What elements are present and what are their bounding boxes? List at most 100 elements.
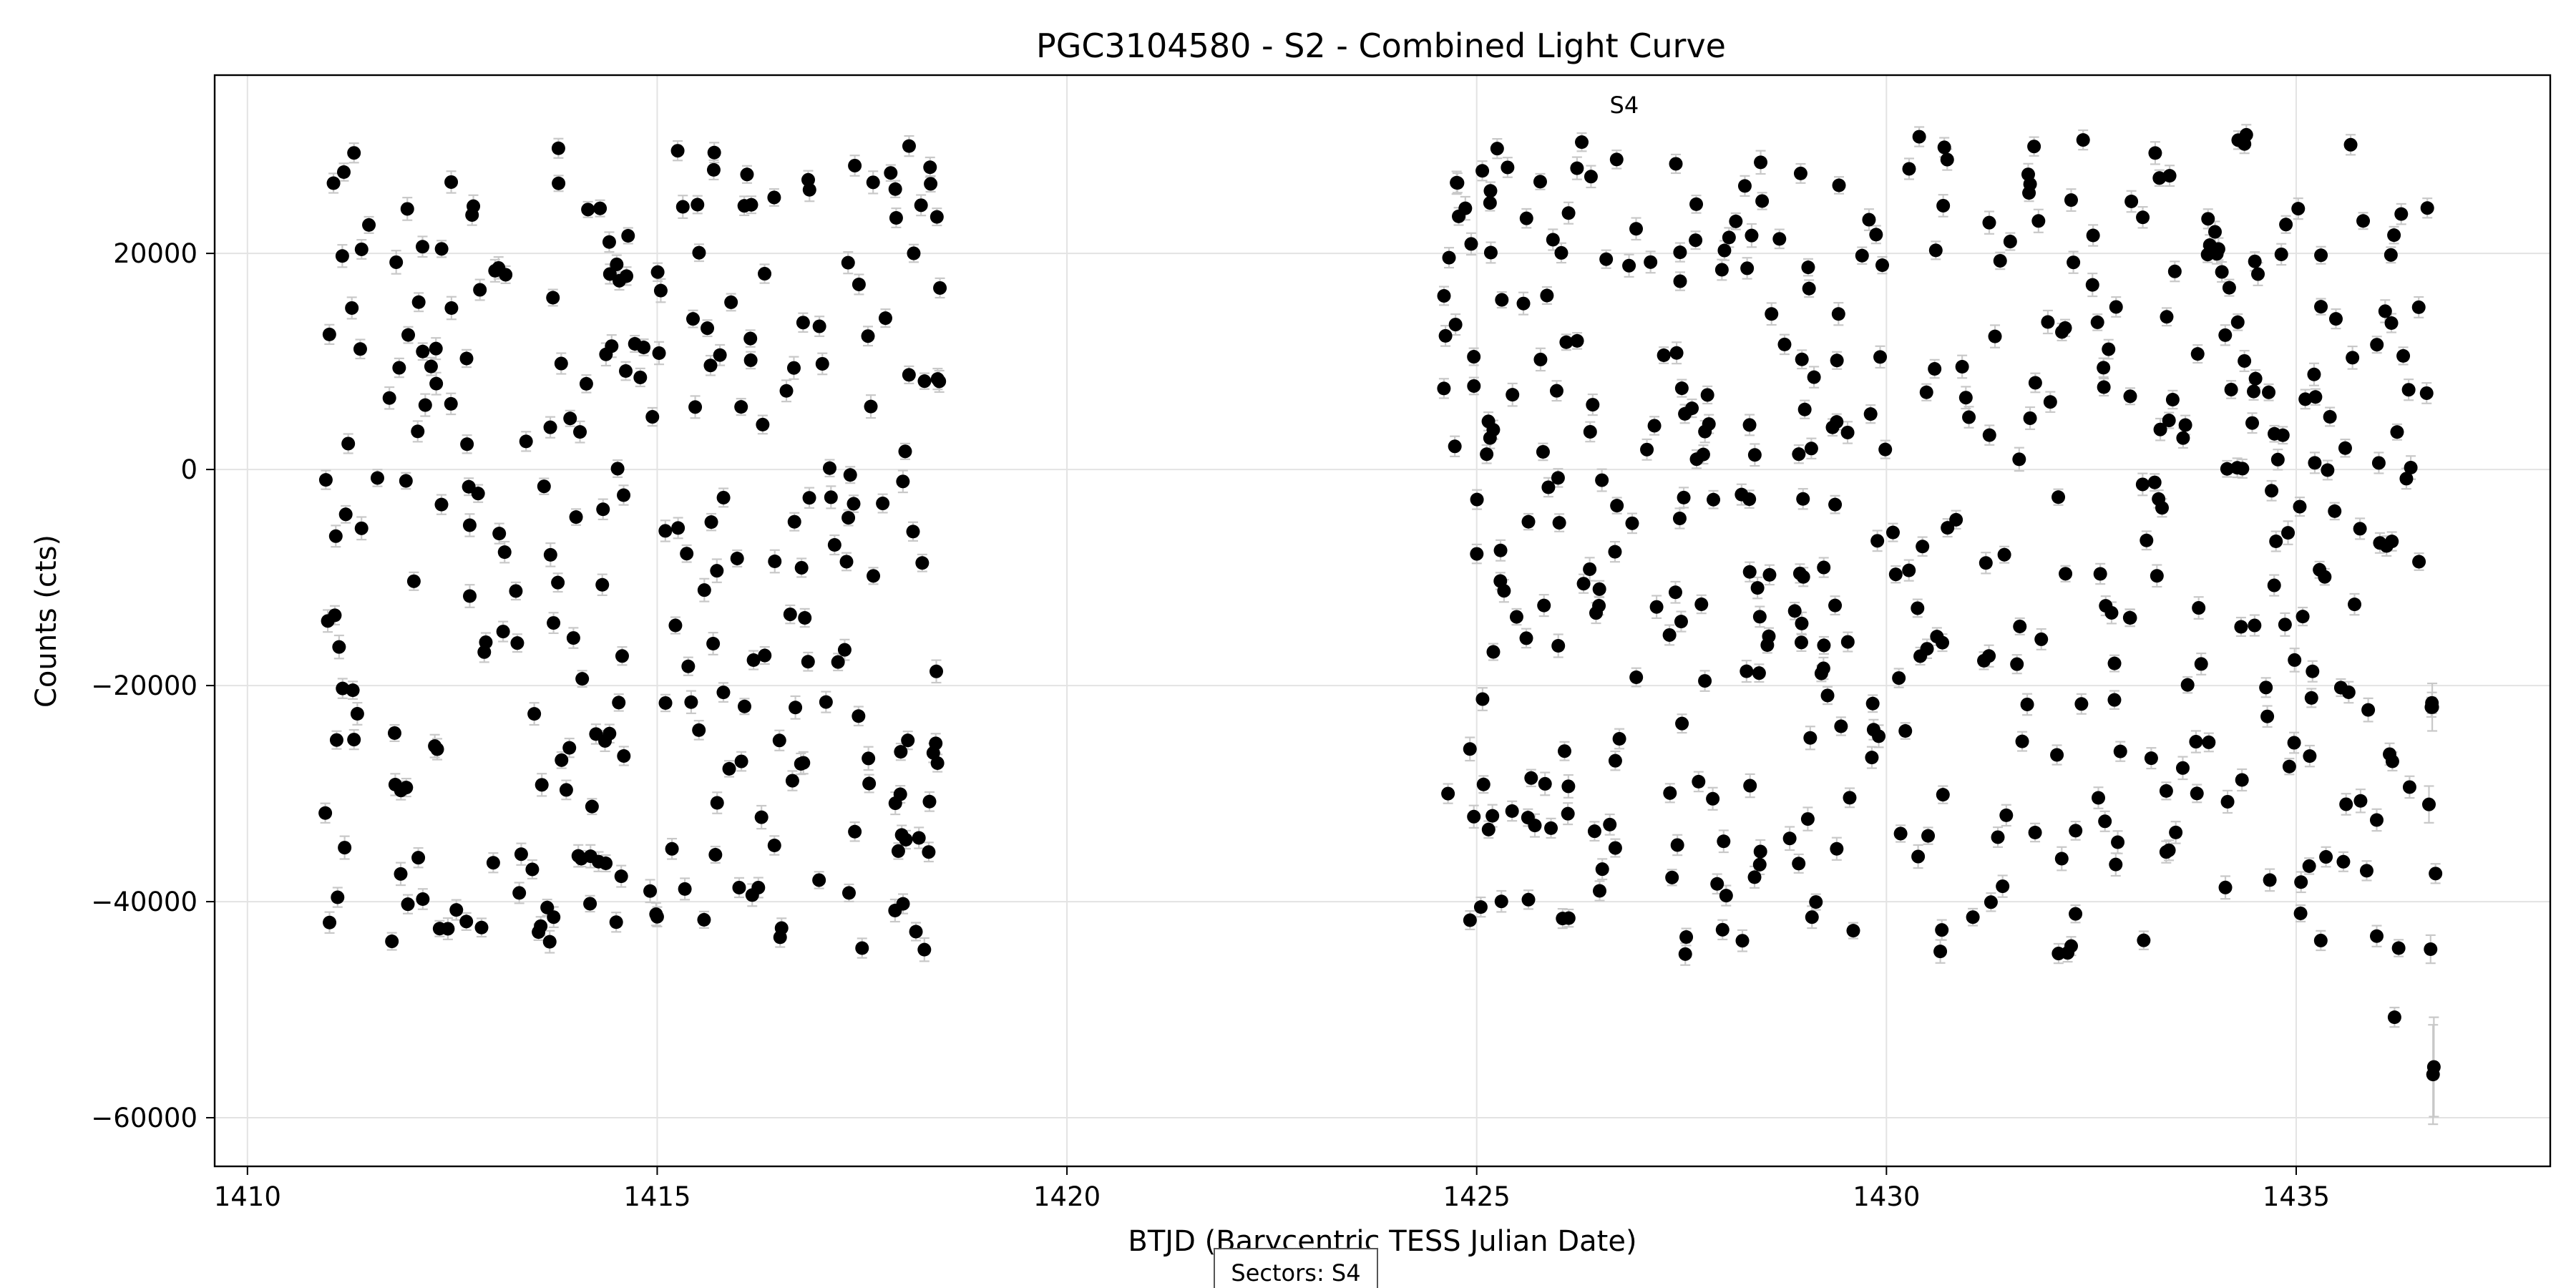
- data-point: [449, 903, 464, 917]
- data-point: [852, 277, 866, 291]
- data-point: [575, 672, 590, 686]
- data-point: [1544, 821, 1558, 835]
- data-point: [1442, 250, 1456, 265]
- data-point: [2107, 656, 2122, 670]
- data-point: [1865, 696, 1880, 711]
- data-point: [1551, 639, 1566, 653]
- data-point: [2113, 744, 2127, 758]
- data-point: [1869, 228, 1883, 242]
- data-point: [1735, 934, 1750, 948]
- data-point: [837, 643, 852, 657]
- data-point: [2247, 384, 2261, 399]
- data-point: [891, 844, 905, 858]
- data-point: [1875, 258, 1890, 273]
- data-point: [2159, 784, 2173, 798]
- data-point: [613, 273, 627, 288]
- data-point: [2328, 504, 2342, 518]
- data-point: [1692, 774, 1706, 789]
- data-point: [2220, 794, 2235, 809]
- data-point: [571, 849, 585, 863]
- data-point: [1966, 910, 1980, 924]
- data-point: [411, 851, 426, 865]
- data-point: [831, 655, 845, 669]
- data-point: [460, 437, 474, 452]
- data-point: [2102, 342, 2116, 356]
- data-point: [2314, 300, 2328, 314]
- data-point: [896, 474, 910, 489]
- data-point: [1737, 179, 1752, 193]
- data-point: [1919, 385, 1933, 399]
- data-point: [1722, 230, 1736, 245]
- data-point: [665, 841, 679, 856]
- data-point: [906, 525, 920, 539]
- data-point: [1982, 428, 1996, 442]
- data-point: [774, 921, 789, 935]
- data-point: [2339, 797, 2353, 811]
- data-point: [1437, 381, 1451, 396]
- data-point: [730, 551, 744, 565]
- data-point: [1467, 809, 1481, 824]
- data-point: [1452, 209, 1466, 223]
- data-point: [492, 527, 507, 541]
- data-point: [2356, 214, 2371, 228]
- data-point: [1873, 350, 1888, 364]
- data-point: [1892, 671, 1906, 686]
- data-point: [841, 511, 856, 525]
- data-point: [1476, 777, 1491, 791]
- data-point: [2178, 418, 2192, 432]
- x-tick-label: 1410: [214, 1181, 281, 1212]
- data-point: [1911, 849, 1926, 864]
- data-point: [1689, 197, 1704, 211]
- data-point: [1583, 562, 1597, 576]
- data-point: [1483, 245, 1498, 260]
- data-point: [734, 400, 748, 414]
- data-point: [598, 733, 613, 748]
- data-point: [1817, 560, 1831, 575]
- data-point: [551, 141, 565, 155]
- data-point: [2422, 797, 2436, 811]
- data-point: [746, 653, 761, 668]
- data-point: [1754, 155, 1768, 170]
- data-point: [2230, 461, 2245, 475]
- data-point: [1516, 296, 1531, 311]
- data-point: [2401, 383, 2416, 397]
- data-point: [1490, 142, 1504, 156]
- data-point: [2124, 195, 2139, 209]
- data-point: [2152, 492, 2166, 506]
- data-point: [2369, 813, 2384, 827]
- data-point: [1554, 245, 1568, 260]
- y-tick-label: −20000: [91, 670, 197, 701]
- data-point: [1782, 831, 1797, 846]
- data-point: [2162, 843, 2176, 857]
- data-point: [2207, 225, 2222, 239]
- data-point: [554, 356, 568, 371]
- data-point: [894, 828, 909, 842]
- data-point: [922, 845, 936, 859]
- data-point: [429, 376, 444, 391]
- data-point: [2346, 351, 2360, 365]
- data-point: [1494, 894, 1508, 909]
- data-point: [2278, 618, 2292, 632]
- data-point: [602, 267, 617, 281]
- data-point: [1795, 352, 1809, 366]
- data-point: [1674, 381, 1689, 396]
- data-point: [347, 733, 361, 747]
- data-point: [722, 761, 736, 776]
- data-point: [2176, 431, 2190, 445]
- data-point: [1817, 638, 1831, 653]
- data-point: [1524, 771, 1538, 785]
- data-point: [400, 202, 414, 216]
- data-point: [2384, 248, 2398, 262]
- data-point: [743, 331, 758, 346]
- data-point: [543, 547, 557, 562]
- data-point: [617, 748, 631, 763]
- data-point: [737, 699, 751, 713]
- data-point: [370, 471, 384, 485]
- data-point: [488, 263, 502, 278]
- data-point: [1575, 135, 1589, 150]
- data-point: [399, 781, 414, 795]
- data-point: [2385, 754, 2399, 769]
- data-point: [861, 329, 875, 343]
- data-point: [692, 723, 706, 737]
